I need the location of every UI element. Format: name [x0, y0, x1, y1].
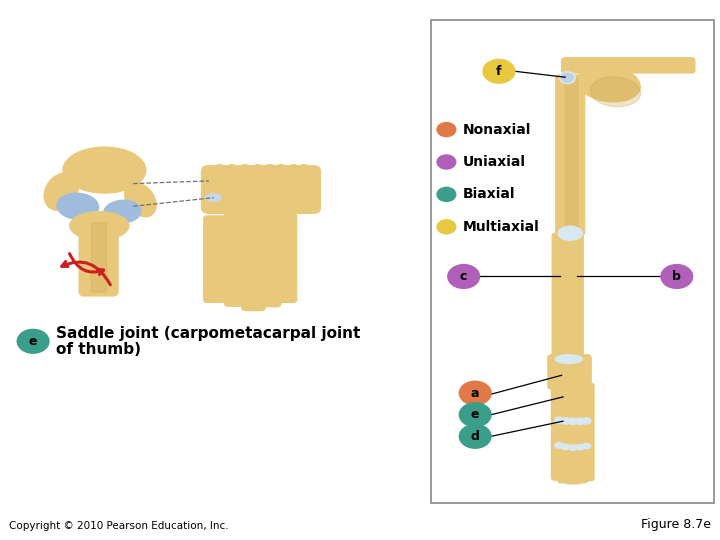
Text: Uniaxial: Uniaxial: [463, 155, 526, 169]
Text: Nonaxial: Nonaxial: [463, 123, 531, 137]
FancyBboxPatch shape: [202, 166, 320, 213]
Ellipse shape: [44, 173, 78, 210]
Ellipse shape: [582, 467, 591, 479]
Ellipse shape: [57, 193, 99, 219]
Ellipse shape: [211, 281, 224, 296]
Ellipse shape: [562, 73, 573, 82]
Ellipse shape: [279, 284, 292, 299]
Ellipse shape: [582, 443, 591, 449]
Ellipse shape: [278, 267, 292, 274]
Ellipse shape: [297, 165, 310, 177]
Circle shape: [661, 265, 693, 288]
FancyBboxPatch shape: [579, 383, 594, 481]
Circle shape: [448, 265, 480, 288]
FancyBboxPatch shape: [552, 233, 572, 362]
Ellipse shape: [568, 445, 577, 450]
FancyBboxPatch shape: [565, 78, 578, 233]
FancyBboxPatch shape: [562, 230, 583, 359]
Text: Saddle joint (carpometacarpal joint: Saddle joint (carpometacarpal joint: [56, 326, 361, 341]
Text: c: c: [460, 270, 467, 283]
FancyBboxPatch shape: [562, 58, 695, 73]
Ellipse shape: [251, 165, 264, 177]
Text: Multiaxial: Multiaxial: [463, 220, 540, 234]
Text: e: e: [29, 335, 37, 348]
Circle shape: [17, 329, 49, 353]
FancyBboxPatch shape: [431, 20, 714, 503]
FancyBboxPatch shape: [548, 355, 591, 389]
Ellipse shape: [125, 183, 156, 217]
Circle shape: [437, 187, 456, 201]
FancyBboxPatch shape: [79, 218, 118, 296]
Ellipse shape: [577, 66, 640, 102]
Ellipse shape: [575, 418, 585, 424]
Ellipse shape: [213, 165, 226, 177]
Ellipse shape: [246, 270, 261, 278]
FancyBboxPatch shape: [274, 213, 297, 302]
Ellipse shape: [278, 241, 292, 249]
Ellipse shape: [68, 152, 140, 188]
Ellipse shape: [208, 267, 227, 276]
Circle shape: [459, 403, 491, 427]
Ellipse shape: [554, 443, 564, 448]
Ellipse shape: [561, 469, 570, 481]
FancyBboxPatch shape: [572, 383, 588, 483]
Ellipse shape: [262, 268, 276, 275]
Ellipse shape: [561, 444, 570, 450]
Text: d: d: [471, 430, 480, 443]
Ellipse shape: [229, 268, 243, 275]
Ellipse shape: [575, 444, 585, 450]
FancyBboxPatch shape: [552, 383, 567, 480]
Ellipse shape: [247, 291, 260, 306]
Ellipse shape: [558, 226, 582, 240]
FancyBboxPatch shape: [204, 216, 231, 302]
Ellipse shape: [559, 72, 575, 84]
Circle shape: [437, 123, 456, 137]
Ellipse shape: [568, 470, 577, 482]
FancyBboxPatch shape: [258, 210, 281, 307]
Text: of thumb): of thumb): [56, 342, 141, 357]
Ellipse shape: [575, 469, 585, 481]
Ellipse shape: [208, 242, 227, 252]
FancyBboxPatch shape: [91, 223, 107, 292]
Ellipse shape: [63, 147, 145, 193]
Ellipse shape: [225, 165, 238, 177]
FancyBboxPatch shape: [242, 208, 265, 310]
Text: Copyright © 2010 Pearson Education, Inc.: Copyright © 2010 Pearson Education, Inc.: [9, 521, 228, 531]
Text: a: a: [471, 387, 480, 400]
FancyBboxPatch shape: [225, 209, 248, 306]
Ellipse shape: [274, 165, 287, 177]
Text: Figure 8.7e: Figure 8.7e: [642, 518, 711, 531]
Ellipse shape: [264, 165, 276, 177]
Ellipse shape: [561, 418, 570, 424]
Ellipse shape: [262, 240, 276, 248]
Ellipse shape: [238, 165, 251, 177]
Ellipse shape: [554, 417, 564, 423]
Ellipse shape: [229, 240, 243, 248]
Circle shape: [459, 381, 491, 405]
Ellipse shape: [555, 355, 582, 363]
Ellipse shape: [554, 467, 564, 478]
Ellipse shape: [205, 194, 221, 201]
Ellipse shape: [568, 418, 577, 424]
Text: Biaxial: Biaxial: [463, 187, 516, 201]
Circle shape: [437, 220, 456, 234]
Text: f: f: [496, 65, 502, 78]
Ellipse shape: [263, 288, 276, 303]
Ellipse shape: [104, 200, 141, 223]
FancyBboxPatch shape: [558, 382, 573, 483]
Ellipse shape: [287, 165, 300, 177]
Circle shape: [459, 424, 491, 448]
Text: e: e: [471, 408, 480, 421]
FancyBboxPatch shape: [565, 382, 580, 484]
Ellipse shape: [246, 240, 261, 249]
Circle shape: [483, 59, 515, 83]
FancyBboxPatch shape: [556, 75, 585, 235]
Ellipse shape: [230, 288, 243, 303]
Ellipse shape: [70, 212, 129, 240]
Ellipse shape: [590, 77, 641, 107]
Ellipse shape: [582, 417, 591, 424]
Circle shape: [437, 155, 456, 169]
Text: b: b: [672, 270, 681, 283]
